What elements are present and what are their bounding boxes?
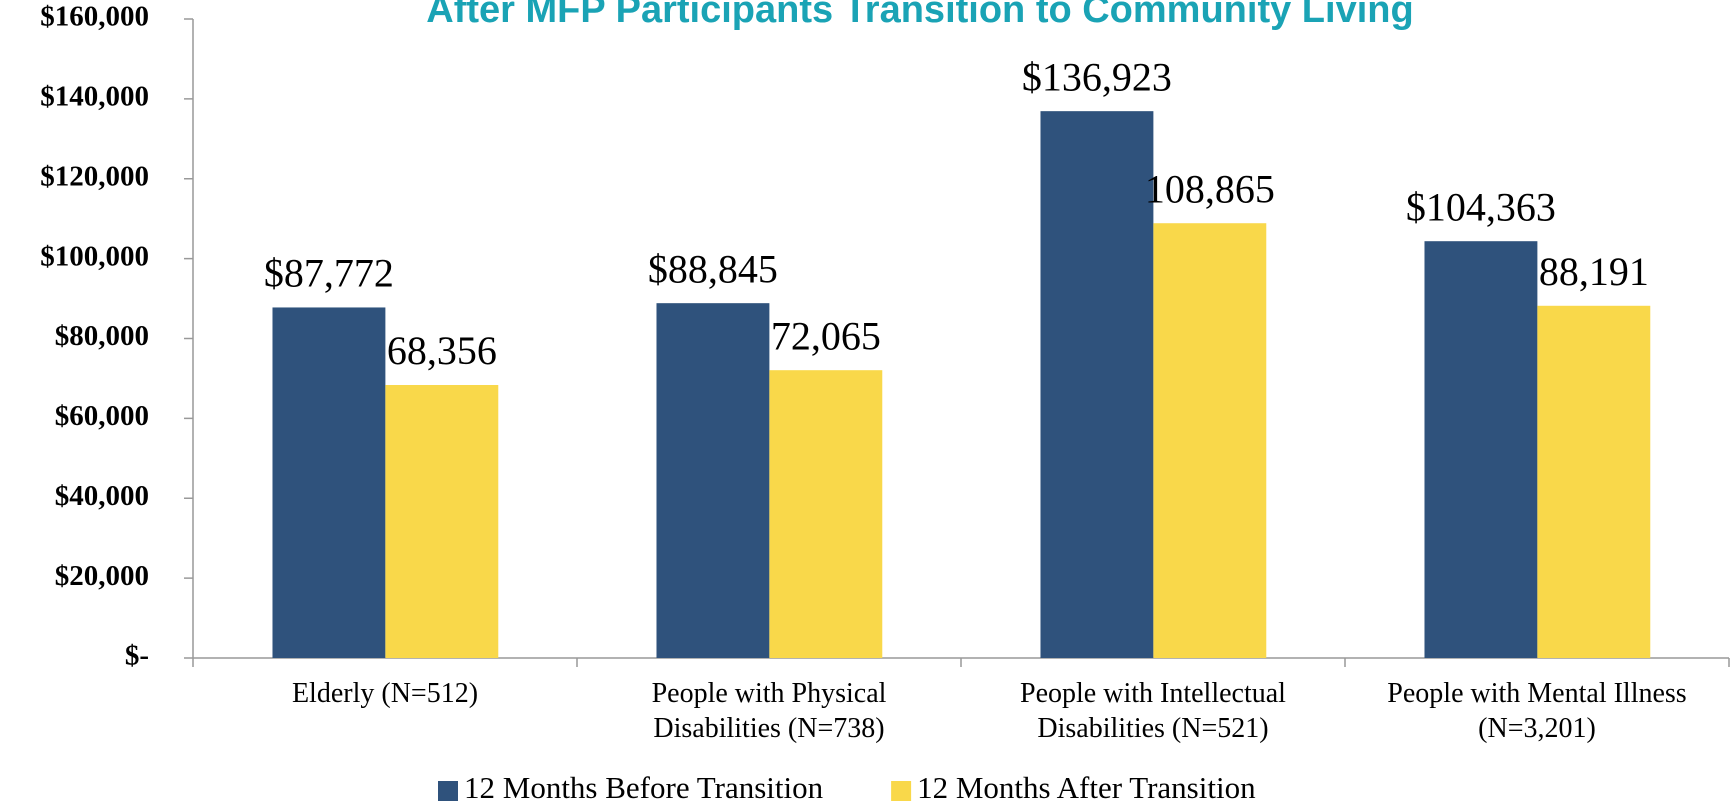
bar <box>1040 111 1154 659</box>
y-tick-label: $- <box>125 640 149 672</box>
y-tick-label: $120,000 <box>40 160 149 192</box>
y-tick-label: $20,000 <box>55 560 149 592</box>
bar <box>656 303 770 658</box>
legend-label: 12 Months Before Transition <box>464 770 824 805</box>
data-label: $87,772 <box>264 251 394 296</box>
bar <box>1537 305 1651 658</box>
legend-swatch <box>438 781 458 801</box>
y-tick-label: $40,000 <box>55 480 149 512</box>
x-tick-label: Elderly (N=512) <box>291 678 479 709</box>
bar <box>769 370 883 658</box>
legend-label: 12 Months After Transition <box>917 770 1256 805</box>
data-label: 108,865 <box>1145 166 1275 211</box>
data-label: $88,845 <box>648 246 778 291</box>
x-tick-label: People with Physical Disabilities (N=738… <box>651 678 887 744</box>
data-label: $104,363 <box>1406 184 1556 229</box>
bar <box>385 385 499 658</box>
chart-title: After MFP Participants Transition to Com… <box>426 0 1413 31</box>
data-label: 88,191 <box>1539 249 1649 294</box>
bar <box>1153 223 1267 659</box>
bar <box>272 307 386 658</box>
y-tick-label: $100,000 <box>40 240 149 272</box>
y-tick-label: $160,000 <box>40 1 149 33</box>
x-tick-label: People with Mental Illness (N=3,201) <box>1387 678 1687 744</box>
y-tick-label: $60,000 <box>55 400 149 432</box>
x-tick-label: People with Intellectual Disabilities (N… <box>1020 678 1286 744</box>
legend-swatch <box>891 781 912 801</box>
data-label: 72,065 <box>771 313 881 358</box>
y-tick-label: $140,000 <box>40 81 149 113</box>
data-label: $136,923 <box>1022 54 1172 99</box>
y-tick-label: $80,000 <box>55 320 149 352</box>
data-label: 68,356 <box>387 328 497 373</box>
bar <box>1424 241 1538 659</box>
